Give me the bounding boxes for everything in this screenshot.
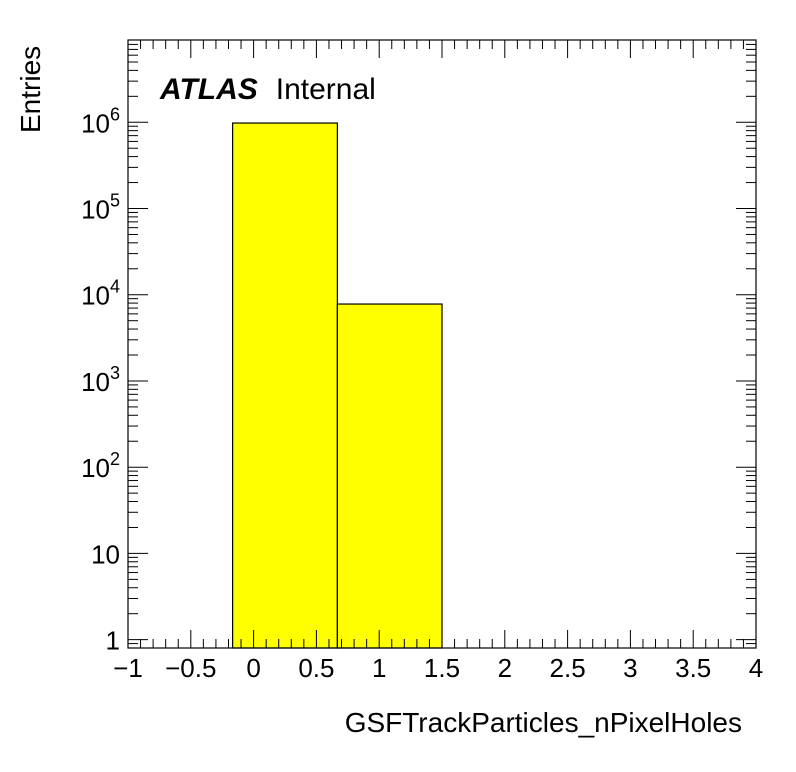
x-tick-label-3: 0.5 bbox=[298, 653, 334, 683]
atlas-label: ATLAS Internal bbox=[159, 73, 376, 106]
y-tick-label-base: 10 bbox=[81, 453, 110, 483]
atlas-label-normal: Internal bbox=[276, 73, 376, 106]
x-tick-label-4: 1 bbox=[372, 653, 386, 683]
x-tick-label-7: 2.5 bbox=[550, 653, 586, 683]
x-tick-label-9: 3.5 bbox=[675, 653, 711, 683]
x-axis-label: GSFTrackParticles_nPixelHoles bbox=[345, 707, 742, 738]
y-tick-label-exponent: 3 bbox=[110, 363, 120, 383]
y-tick-label-exponent: 6 bbox=[110, 104, 120, 124]
y-tick-label-5: 105 bbox=[81, 191, 120, 225]
x-tick-label-6: 2 bbox=[498, 653, 512, 683]
y-tick-label-base: 10 bbox=[81, 108, 110, 138]
y-tick-label-2: 102 bbox=[81, 449, 120, 483]
y-tick-label-exponent: 2 bbox=[110, 449, 120, 469]
y-tick-label-3: 103 bbox=[81, 363, 120, 397]
x-tick-labels: −1 −0.5 0 0.5 1 1.5 2 2.5 3 3.5 4 bbox=[113, 653, 763, 683]
y-tick-label-base: 10 bbox=[91, 539, 120, 569]
x-tick-label-8: 3 bbox=[623, 653, 637, 683]
y-tick-label-1: 10 bbox=[91, 539, 120, 569]
histogram-bars bbox=[232, 122, 443, 649]
y-tick-label-base: 10 bbox=[81, 195, 110, 225]
y-tick-label-base: 1 bbox=[106, 626, 120, 656]
x-tick-label-5: 1.5 bbox=[424, 653, 460, 683]
x-tick-label-1: −0.5 bbox=[165, 653, 216, 683]
axis-ticks bbox=[127, 39, 757, 649]
x-tick-label-2: 0 bbox=[246, 653, 260, 683]
plot-frame bbox=[127, 39, 757, 649]
x-tick-label-10: 4 bbox=[749, 653, 763, 683]
histogram-bin-1 bbox=[336, 303, 443, 649]
y-tick-label-0: 1 bbox=[106, 626, 120, 656]
y-tick-label-4: 104 bbox=[81, 277, 120, 311]
histogram-bin-0 bbox=[232, 122, 338, 649]
atlas-label-bold: ATLAS bbox=[159, 73, 258, 106]
y-tick-label-exponent: 4 bbox=[110, 277, 120, 297]
y-tick-label-base: 10 bbox=[81, 367, 110, 397]
y-tick-label-base: 10 bbox=[81, 281, 110, 311]
y-tick-label-exponent: 5 bbox=[110, 191, 120, 211]
x-tick-label-0: −1 bbox=[113, 653, 143, 683]
y-tick-label-6: 106 bbox=[81, 104, 120, 138]
y-axis-label: Entries bbox=[15, 46, 46, 133]
